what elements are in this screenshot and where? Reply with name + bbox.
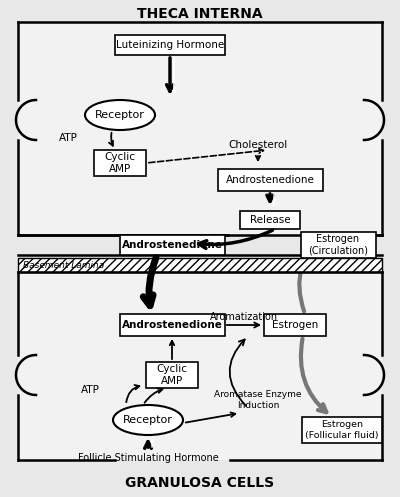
Bar (302, 417, 382, 443)
Bar (115, 35, 225, 55)
Bar (18, 272, 382, 460)
Text: Follicle Stimulating Hormone: Follicle Stimulating Hormone (78, 453, 218, 463)
Text: Basement Lamina: Basement Lamina (23, 260, 104, 269)
Text: Receptor: Receptor (123, 415, 173, 425)
Bar (18, 258, 382, 272)
Bar (240, 211, 300, 229)
Ellipse shape (85, 100, 155, 130)
Bar (18, 22, 382, 235)
Bar (146, 362, 198, 388)
Text: GRANULOSA CELLS: GRANULOSA CELLS (126, 476, 274, 490)
Text: Estrogen: Estrogen (272, 320, 318, 330)
Text: Aromatase Enzyme
Induction: Aromatase Enzyme Induction (214, 390, 302, 410)
Ellipse shape (113, 405, 183, 435)
Text: Androstenedione: Androstenedione (122, 320, 222, 330)
Text: ATP: ATP (58, 133, 78, 143)
Text: Cholesterol: Cholesterol (228, 140, 288, 150)
Text: Release: Release (250, 215, 290, 225)
Text: Cyclic
AMP: Cyclic AMP (104, 152, 136, 174)
Text: Estrogen
(Follicular fluid): Estrogen (Follicular fluid) (305, 420, 379, 440)
Text: Aromatization: Aromatization (210, 312, 278, 322)
Text: ATP: ATP (80, 385, 100, 395)
Text: Androstenedione: Androstenedione (226, 175, 314, 185)
Text: THECA INTERNA: THECA INTERNA (137, 7, 263, 21)
Text: Receptor: Receptor (95, 110, 145, 120)
Bar (120, 235, 224, 255)
Text: Cyclic
AMP: Cyclic AMP (156, 364, 188, 386)
Text: Androstenedione: Androstenedione (122, 240, 222, 250)
Text: Estrogen
(Circulation): Estrogen (Circulation) (308, 234, 368, 256)
Text: Luteinizing Hormone: Luteinizing Hormone (116, 40, 224, 50)
Bar (94, 150, 146, 176)
Bar (218, 169, 322, 191)
Bar (264, 314, 326, 336)
Bar (300, 232, 376, 258)
Bar (120, 314, 224, 336)
